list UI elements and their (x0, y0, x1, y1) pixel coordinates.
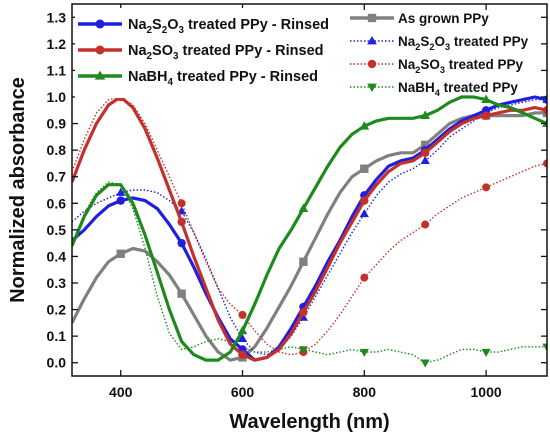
data-point (238, 310, 247, 319)
data-point (421, 148, 430, 157)
legend-marker (367, 83, 377, 93)
y-tick-label: 1.2 (47, 36, 67, 52)
y-tick-label: 1.1 (47, 62, 67, 78)
data-point (542, 106, 547, 115)
y-tick-label: 0.2 (47, 302, 67, 318)
data-point (299, 257, 308, 266)
data-point (298, 203, 309, 212)
data-point (421, 140, 430, 150)
series-line (72, 99, 547, 356)
data-point (116, 249, 125, 258)
data-point (116, 187, 126, 196)
data-point (360, 273, 369, 282)
series-5 (72, 93, 547, 357)
legend-marker (95, 45, 105, 55)
series-line (72, 181, 547, 364)
legend-marker (367, 35, 377, 45)
plot-frame (71, 3, 548, 377)
data-point (481, 94, 491, 104)
data-point (360, 196, 369, 205)
data-point (481, 348, 491, 357)
y-tick-label: 0.8 (47, 142, 67, 158)
y-tick-label: 0.1 (47, 328, 67, 344)
legend-label: NaBH4 treated PPy - Rinsed (128, 69, 318, 88)
data-point (237, 325, 248, 335)
series-2 (72, 94, 547, 362)
series-line (72, 95, 547, 362)
data-point (177, 199, 186, 208)
data-point (360, 164, 369, 173)
legend-marker (95, 19, 105, 29)
data-point (359, 121, 370, 130)
data-point (177, 217, 186, 227)
y-tick-label: 0.9 (47, 116, 67, 132)
data-point (359, 209, 369, 218)
legend-marker (367, 13, 377, 23)
y-tick-label: 0.3 (47, 275, 67, 291)
data-point (482, 183, 491, 192)
legend-marker (94, 70, 106, 80)
plot-marks (72, 92, 547, 368)
data-point (420, 155, 430, 164)
data-point (298, 346, 309, 355)
data-point (481, 111, 491, 120)
data-point (177, 289, 186, 298)
series-line (72, 95, 547, 362)
x-axis-title: Wavelength (nm) (229, 411, 389, 433)
legend: Na2S2O3 treated PPy - Rinsed Na2SO3 treat… (75, 8, 529, 98)
axis-ticks: 400 600 800 1000 0.0 0.1 0.2 0.3 0.4 0.5 0.6 0.7 0.8… (47, 4, 547, 400)
data-point (237, 334, 248, 342)
legend-label: As grown PPy (398, 11, 489, 26)
y-axis-title: Normalized absorbance (7, 77, 29, 303)
y-tick-label: 0.5 (47, 222, 67, 238)
data-point (542, 343, 547, 352)
data-point (359, 348, 369, 357)
x-tick-label: 800 (353, 384, 377, 400)
data-point (238, 350, 247, 359)
y-tick-label: 0.0 (47, 355, 67, 371)
legend-label: Na2S2O3 treated PPy (398, 34, 529, 52)
x-tick-label: 600 (231, 384, 255, 400)
data-point (543, 159, 547, 168)
data-point (299, 308, 308, 317)
data-point (420, 359, 430, 368)
x-tick-label: 400 (109, 384, 133, 400)
legend-label: NaBH4 treated PPy (398, 80, 518, 98)
data-point (421, 220, 430, 229)
series-line (72, 96, 547, 356)
y-tick-label: 0.6 (47, 195, 67, 211)
data-point (420, 110, 431, 119)
series-1 (72, 92, 547, 362)
data-point (116, 196, 125, 205)
legend-label: Na2S2O3 treated PPy - Rinsed (128, 17, 329, 36)
legend-label: Na2SO3 treated PPy (398, 57, 524, 75)
series-6 (72, 181, 547, 368)
y-tick-label: 0.7 (47, 169, 67, 185)
y-tick-label: 0.4 (47, 248, 67, 264)
series-4 (72, 94, 547, 356)
y-tick-label: 1.3 (47, 9, 67, 25)
data-point (542, 118, 547, 127)
series-line (72, 95, 547, 362)
x-tick-label: 1000 (471, 384, 502, 400)
legend-marker (367, 59, 377, 69)
series-line (72, 111, 547, 362)
y-tick-label: 1.0 (47, 89, 67, 105)
legend-label: Na2SO3 treated PPy - Rinsed (128, 43, 324, 62)
data-point (177, 238, 186, 248)
